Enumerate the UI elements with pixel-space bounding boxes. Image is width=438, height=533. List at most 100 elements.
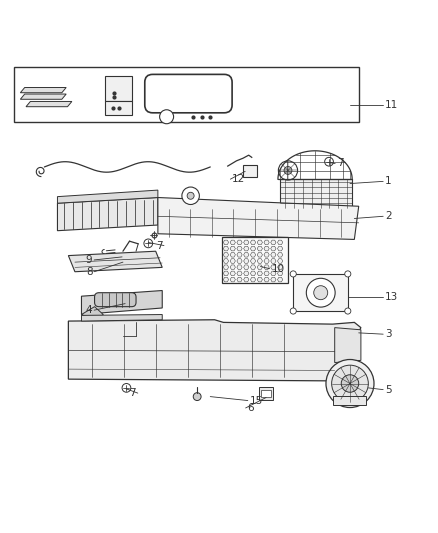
Polygon shape [230,246,235,251]
Polygon shape [271,259,276,263]
Polygon shape [278,253,283,257]
Polygon shape [244,253,249,257]
Text: 2: 2 [385,211,392,221]
Polygon shape [26,101,72,107]
FancyBboxPatch shape [145,75,232,113]
Polygon shape [237,259,242,263]
Circle shape [284,166,292,174]
Polygon shape [251,271,256,276]
Text: 11: 11 [385,100,398,110]
Circle shape [187,192,194,199]
FancyBboxPatch shape [95,293,136,306]
Circle shape [290,308,296,314]
Polygon shape [257,259,262,263]
Polygon shape [230,265,235,270]
Bar [223,237,288,282]
Polygon shape [223,246,229,251]
Text: 13: 13 [385,292,398,302]
Text: 10: 10 [272,264,285,273]
Text: 6: 6 [247,403,254,413]
Polygon shape [271,265,276,270]
Polygon shape [251,259,256,263]
Polygon shape [223,240,229,245]
Circle shape [182,187,199,205]
Bar [259,387,273,400]
Polygon shape [244,259,249,263]
Polygon shape [278,246,283,251]
Polygon shape [158,198,359,239]
Polygon shape [223,259,229,263]
Polygon shape [244,277,249,282]
Polygon shape [257,277,262,282]
Polygon shape [57,190,158,203]
Polygon shape [335,328,361,362]
Text: 12: 12 [232,174,245,184]
Polygon shape [278,240,283,245]
Polygon shape [230,277,235,282]
Polygon shape [251,277,256,282]
Bar [261,391,271,398]
Polygon shape [230,240,235,245]
Text: 7: 7 [155,240,162,251]
Polygon shape [244,265,249,270]
Bar [106,76,132,101]
Polygon shape [271,253,276,257]
Polygon shape [68,320,361,381]
Circle shape [122,384,131,392]
Bar [106,101,132,115]
Polygon shape [251,253,256,257]
Polygon shape [244,271,249,276]
Polygon shape [264,253,269,257]
Polygon shape [223,265,229,270]
Polygon shape [264,246,269,251]
Polygon shape [230,271,235,276]
Circle shape [279,161,297,180]
Polygon shape [230,259,235,263]
Circle shape [325,157,333,166]
Polygon shape [257,265,262,270]
Polygon shape [230,253,235,257]
Polygon shape [237,246,242,251]
Polygon shape [68,251,162,272]
Polygon shape [223,253,229,257]
Text: 5: 5 [385,385,392,394]
Polygon shape [257,253,262,257]
Circle shape [345,308,351,314]
Polygon shape [81,314,162,321]
Circle shape [290,271,296,277]
Text: 7: 7 [129,388,136,398]
Polygon shape [271,271,276,276]
Polygon shape [264,265,269,270]
Text: 15: 15 [250,395,263,406]
Polygon shape [81,290,162,314]
Circle shape [345,271,351,277]
Polygon shape [251,246,256,251]
Polygon shape [264,271,269,276]
Polygon shape [257,271,262,276]
Polygon shape [278,277,283,282]
Polygon shape [271,246,276,251]
Polygon shape [280,179,352,207]
Bar [14,67,359,123]
Circle shape [332,365,368,402]
Text: 4: 4 [86,305,92,315]
Text: 7: 7 [337,158,343,168]
Polygon shape [271,240,276,245]
Text: 8: 8 [86,266,92,277]
Circle shape [193,393,201,400]
Polygon shape [20,87,66,93]
Polygon shape [57,198,158,231]
Polygon shape [244,240,249,245]
Polygon shape [251,265,256,270]
Circle shape [326,359,374,408]
Bar [243,165,257,177]
Polygon shape [223,271,229,276]
Circle shape [314,286,328,300]
Polygon shape [237,265,242,270]
Text: 1: 1 [385,176,392,187]
Polygon shape [237,271,242,276]
Polygon shape [237,277,242,282]
Circle shape [144,239,152,248]
Polygon shape [271,277,276,282]
Circle shape [341,375,359,392]
